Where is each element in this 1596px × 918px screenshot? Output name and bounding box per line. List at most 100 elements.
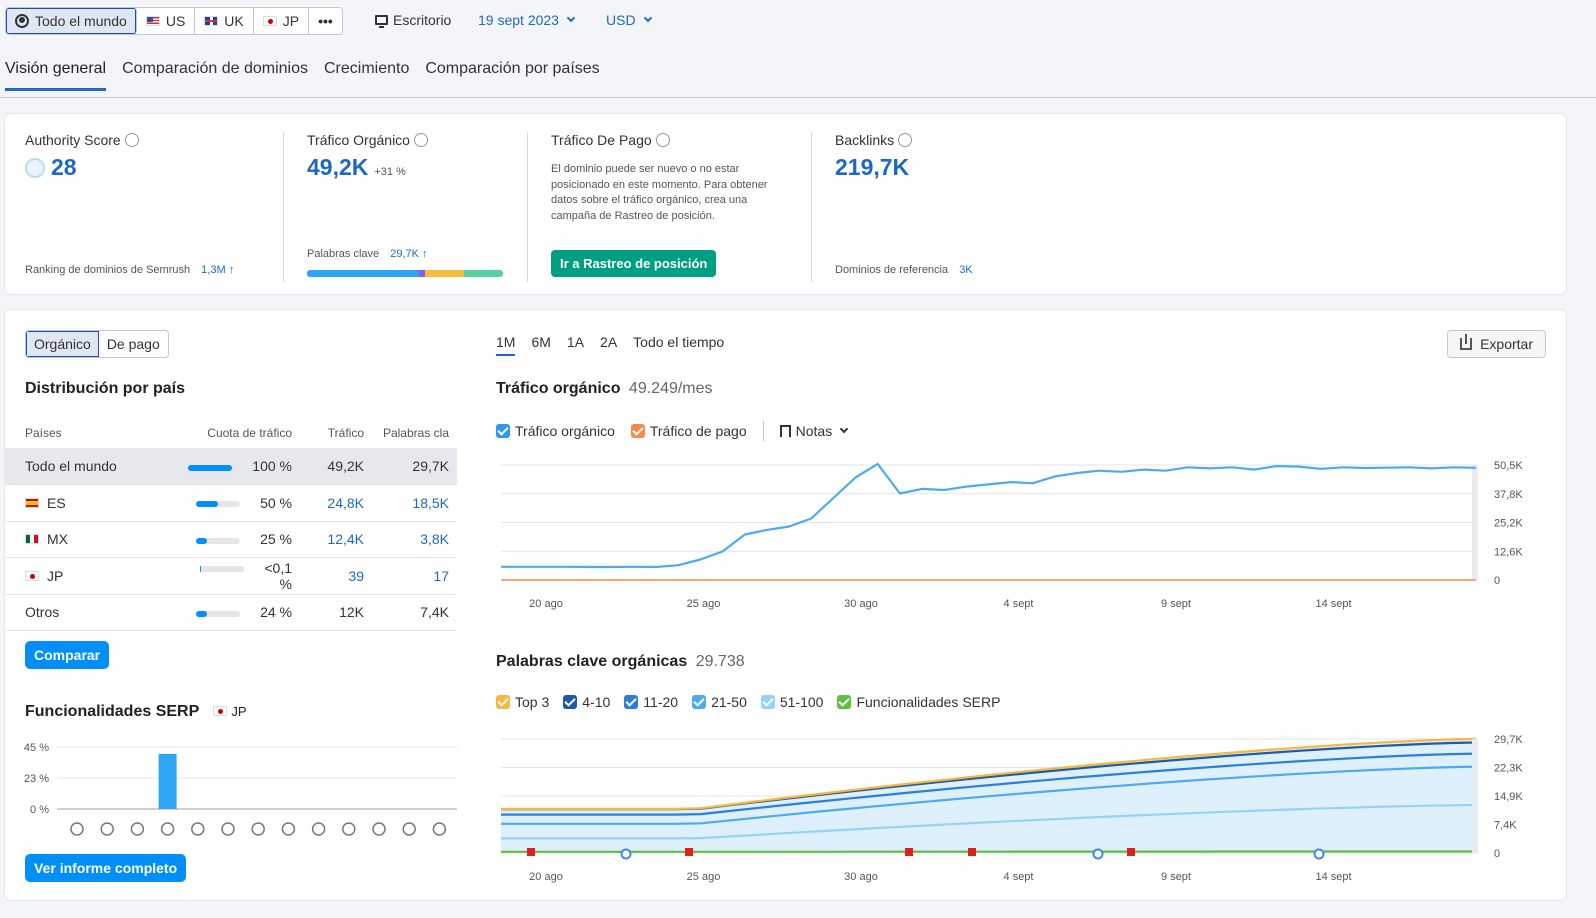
traffic-chart-subtitle: 49.249/mes bbox=[628, 380, 713, 397]
globe-icon bbox=[15, 14, 29, 28]
keywords-legend: Top 3 4-10 11-20 21-50 51-100 Funcionali… bbox=[496, 694, 1000, 710]
keywords-link[interactable]: 18,5K bbox=[372, 484, 457, 522]
keywords-distribution-bar bbox=[307, 270, 503, 277]
keywords-link[interactable]: 3,8K bbox=[372, 521, 457, 558]
date-selector[interactable]: 19 sept 2023 bbox=[478, 12, 576, 28]
image-icon bbox=[160, 822, 175, 836]
x-tick-label: 20 ago bbox=[529, 871, 563, 883]
info-icon[interactable] bbox=[898, 133, 913, 147]
traffic-link[interactable]: 24,8K bbox=[300, 484, 372, 522]
tab-divider bbox=[0, 97, 1596, 98]
paid-toggle-button[interactable]: De pago bbox=[106, 336, 160, 352]
serp-features-chart: 45 % 23 % 0 % bbox=[24, 742, 457, 836]
checkbox-icon bbox=[630, 424, 645, 438]
currency-selector[interactable]: USD bbox=[606, 12, 652, 28]
x-tick-label: 25 ago bbox=[687, 871, 721, 883]
map-pin-icon bbox=[311, 822, 326, 836]
db-uk-button[interactable]: UK bbox=[195, 8, 254, 34]
tab-overview[interactable]: Visión general bbox=[5, 60, 107, 91]
db-jp-button[interactable]: JP bbox=[254, 8, 310, 34]
tab-domain-comparison[interactable]: Comparación de dominios bbox=[122, 60, 308, 77]
keywords-chart-title: Palabras clave orgánicas 29.738 bbox=[496, 653, 745, 670]
serp-title: Funcionalidades SERP JP bbox=[25, 703, 247, 720]
period-1a[interactable]: 1A bbox=[566, 334, 585, 350]
tab-country-comparison[interactable]: Comparación por países bbox=[425, 60, 600, 77]
keywords-series-line bbox=[501, 803, 1477, 840]
db-more-button[interactable]: ••• bbox=[318, 13, 333, 29]
legend-21-50[interactable]: 21-50 bbox=[692, 694, 747, 710]
notes-flag-icon bbox=[779, 425, 791, 437]
x-tick-label: 4 sept bbox=[1004, 598, 1034, 610]
x-tick-label: 25 ago bbox=[687, 598, 721, 610]
y-tick-label: 14,9K bbox=[1494, 791, 1523, 803]
keywords-value: 7,4K bbox=[372, 594, 457, 631]
traffic-link[interactable]: 39 bbox=[300, 557, 372, 595]
period-all[interactable]: Todo el tiempo bbox=[633, 334, 725, 350]
uk-flag-icon bbox=[204, 16, 219, 26]
jp-flag-icon bbox=[213, 706, 228, 716]
table-row[interactable]: MX 25 % 12,4K 3,8K bbox=[5, 521, 457, 558]
info-icon[interactable] bbox=[124, 133, 139, 147]
keywords-count-value[interactable]: 29,7K bbox=[390, 248, 419, 260]
column-header: Palabras cla bbox=[372, 418, 457, 449]
table-row[interactable]: JP <0,1 % 39 17 bbox=[5, 557, 457, 595]
crown-icon bbox=[70, 822, 84, 836]
keywords-series-line bbox=[501, 752, 1477, 816]
chevron-down-icon bbox=[643, 13, 652, 23]
tab-growth[interactable]: Crecimiento bbox=[323, 60, 410, 77]
checkbox-icon bbox=[624, 695, 639, 709]
share-bar bbox=[196, 501, 241, 508]
divider bbox=[762, 421, 764, 441]
legend-51-100[interactable]: 51-100 bbox=[760, 694, 823, 710]
info-icon[interactable] bbox=[655, 133, 670, 147]
semrush-rank-value[interactable]: 1,3M bbox=[201, 264, 226, 276]
db-us-button[interactable]: US bbox=[137, 8, 196, 34]
x-tick-label: 20 ago bbox=[529, 598, 563, 610]
info-icon[interactable] bbox=[413, 133, 428, 147]
legend-serp[interactable]: Funcionalidades SERP bbox=[837, 694, 1000, 710]
table-row[interactable]: Otros 24 % 12K 7,4K bbox=[5, 594, 457, 631]
main-card: Orgánico De pago Distribución por país P… bbox=[5, 310, 1566, 900]
legend-11-20[interactable]: 11-20 bbox=[624, 694, 678, 710]
keywords-value: 29,7K bbox=[372, 448, 457, 485]
gallery-icon bbox=[191, 822, 205, 836]
table-row[interactable]: Todo el mundo 100 % 49,2K 29,7K bbox=[5, 448, 457, 485]
period-1m[interactable]: 1M bbox=[496, 334, 516, 356]
authority-score-value: 28 bbox=[51, 154, 77, 180]
keywords-link[interactable]: 17 bbox=[372, 557, 457, 595]
device-selector[interactable]: Escritorio bbox=[375, 12, 451, 28]
legend-organic[interactable]: Tráfico orgánico bbox=[496, 423, 615, 439]
paid-traffic-label: Tráfico De Pago bbox=[551, 132, 652, 148]
referring-domains-value[interactable]: 3K bbox=[959, 264, 973, 276]
notes-dropdown[interactable]: Notas bbox=[779, 423, 849, 439]
legend-4-10[interactable]: 4-10 bbox=[563, 694, 610, 710]
compare-button[interactable]: Comparar bbox=[25, 641, 110, 669]
traffic-chart-title: Tráfico orgánico 49.249/mes bbox=[496, 380, 713, 397]
jp-flag-icon bbox=[25, 570, 39, 581]
play-icon bbox=[281, 822, 296, 836]
link-icon bbox=[100, 822, 114, 836]
chevron-down-icon bbox=[839, 424, 849, 434]
db-worldwide-button[interactable]: Todo el mundo bbox=[6, 8, 137, 34]
legend-top3[interactable]: Top 3 bbox=[496, 694, 549, 710]
share-value: 24 % bbox=[260, 604, 292, 621]
traffic-link[interactable]: 12,4K bbox=[300, 521, 372, 558]
export-button[interactable]: Exportar bbox=[1447, 330, 1546, 358]
organic-traffic-value[interactable]: 49,2K bbox=[307, 154, 369, 180]
period-6m[interactable]: 6M bbox=[531, 334, 551, 350]
organic-toggle-button[interactable]: Orgánico bbox=[26, 331, 99, 357]
arrow-up-icon: ↑ bbox=[228, 264, 235, 276]
legend-paid[interactable]: Tráfico de pago bbox=[630, 423, 747, 439]
share-bar bbox=[196, 610, 241, 617]
table-row[interactable]: ES 50 % 24,8K 18,5K bbox=[5, 484, 457, 522]
country-name: Otros bbox=[5, 594, 185, 631]
note-flag-icon bbox=[527, 848, 535, 856]
country-name: JP bbox=[47, 567, 64, 584]
google-update-icon bbox=[1092, 848, 1104, 860]
full-report-button[interactable]: Ver informe completo bbox=[25, 854, 187, 882]
country-name: MX bbox=[47, 531, 68, 548]
position-tracking-button[interactable]: Ir a Rastreo de posición bbox=[551, 250, 717, 277]
backlinks-value[interactable]: 219,7K bbox=[835, 154, 910, 180]
period-2a[interactable]: 2A bbox=[600, 334, 618, 350]
traffic-value: 49,2K bbox=[300, 448, 372, 485]
